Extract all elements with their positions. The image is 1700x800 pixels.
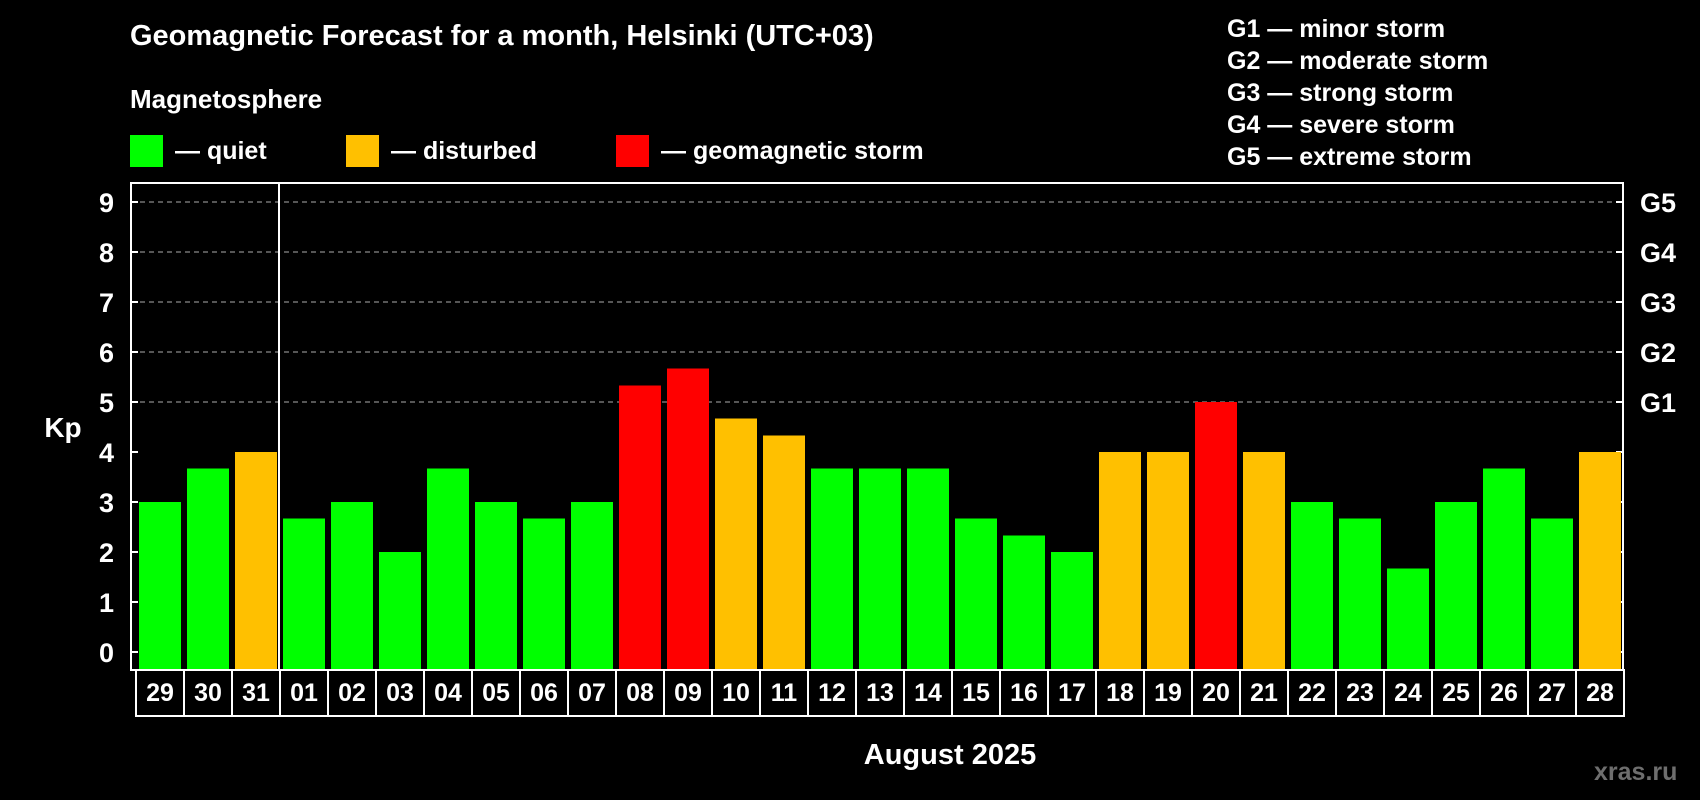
category-axis-box: [135, 669, 1625, 717]
bar-28: [1579, 452, 1621, 669]
x-tick-label: 02: [338, 679, 366, 707]
bar-08: [619, 385, 661, 669]
x-tick-label: 21: [1250, 679, 1278, 707]
x-tick-label: 01: [290, 679, 318, 707]
legend-swatch-quiet: [130, 135, 163, 167]
chart-subtitle: Magnetosphere: [130, 84, 323, 114]
x-tick-label: 29: [146, 679, 174, 707]
bar-16: [1003, 535, 1045, 669]
bar-06: [523, 518, 565, 669]
x-tick-label: 14: [914, 679, 942, 707]
x-tick-label: 04: [434, 679, 462, 707]
x-tick-label: 07: [578, 679, 606, 707]
y-tick-label: 4: [99, 438, 114, 468]
bar-22: [1291, 502, 1333, 669]
x-tick-label: 28: [1586, 679, 1614, 707]
x-tick-label: 08: [626, 679, 654, 707]
x-tick-label: 30: [194, 679, 222, 707]
y-axis-label: Kp: [44, 412, 81, 443]
y-tick-label: 7: [99, 288, 114, 318]
g-level-label: G3: [1640, 288, 1676, 318]
g-level-label: G2: [1640, 338, 1676, 368]
g-scale-item: G4 — severe storm: [1227, 111, 1455, 139]
bar-15: [955, 518, 997, 669]
x-tick-label: 09: [674, 679, 702, 707]
y-tick-label: 1: [99, 588, 114, 618]
x-tick-label: 17: [1058, 679, 1086, 707]
bar-10: [715, 418, 757, 669]
x-tick-label: 27: [1538, 679, 1566, 707]
chart-title: Geomagnetic Forecast for a month, Helsin…: [130, 20, 874, 52]
g-scale-list: G1 — minor storm G2 — moderate storm G3 …: [1227, 13, 1488, 173]
bar-13: [859, 468, 901, 669]
x-tick-label: 05: [482, 679, 510, 707]
watermark: xras.ru: [1594, 758, 1678, 786]
x-tick-label: 13: [866, 679, 894, 707]
bar-11: [763, 435, 805, 669]
bar-26: [1483, 468, 1525, 669]
bar-01: [283, 518, 325, 669]
g-level-label: G1: [1640, 388, 1676, 418]
bar-07: [571, 502, 613, 669]
x-tick-label: 18: [1106, 679, 1134, 707]
x-tick-label: 10: [722, 679, 750, 707]
g-scale-item: G1 — minor storm: [1227, 15, 1446, 43]
x-tick-label: 25: [1442, 679, 1470, 707]
x-tick-label: 23: [1346, 679, 1374, 707]
x-tick-label: 03: [386, 679, 414, 707]
x-tick-label: 26: [1490, 679, 1518, 707]
legend-item-quiet: — quiet: [130, 135, 267, 167]
g-level-label: G5: [1640, 188, 1676, 218]
bar-25: [1435, 502, 1477, 669]
bar-17: [1051, 552, 1093, 669]
x-tick-label: 11: [771, 679, 798, 707]
bar-14: [907, 468, 949, 669]
bar-18: [1099, 452, 1141, 669]
x-tick-label: 06: [530, 679, 558, 707]
x-tick-label: 16: [1010, 679, 1038, 707]
bar-21: [1243, 452, 1285, 669]
bar-24: [1387, 568, 1429, 669]
bar-30: [187, 468, 229, 669]
bar-02: [331, 502, 373, 669]
legend-label-quiet: — quiet: [175, 136, 267, 165]
legend-item-disturbed: — disturbed: [346, 135, 537, 167]
x-tick-label: 20: [1202, 679, 1230, 707]
y-tick-label: 9: [99, 188, 114, 218]
bar-20: [1195, 402, 1237, 669]
y-tick-label: 8: [99, 238, 114, 268]
g-scale-item: G2 — moderate storm: [1227, 47, 1489, 75]
legend-swatch-storm: [616, 135, 649, 167]
bar-03: [379, 552, 421, 669]
x-tick-label: 24: [1394, 679, 1422, 707]
bar-31: [235, 452, 277, 669]
y-tick-label: 6: [99, 338, 114, 368]
bar-05: [475, 502, 517, 669]
x-tick-label: 19: [1154, 679, 1182, 707]
bar-19: [1147, 452, 1189, 669]
y-tick-label: 0: [99, 638, 114, 668]
y-tick-label: 2: [99, 538, 114, 568]
bar-29: [139, 502, 181, 669]
y-tick-label: 3: [99, 488, 114, 518]
y-tick-label: 5: [99, 388, 114, 418]
legend-label-storm: — geomagnetic storm: [661, 136, 924, 165]
x-tick-label: 22: [1298, 679, 1326, 707]
bar-04: [427, 468, 469, 669]
x-axis-label: August 2025: [864, 739, 1036, 771]
g-scale-item: G3 — strong storm: [1227, 79, 1454, 107]
legend-item-storm: — geomagnetic storm: [616, 135, 924, 167]
g-level-label: G4: [1640, 238, 1676, 268]
bar-09: [667, 368, 709, 669]
legend-swatch-disturbed: [346, 135, 379, 167]
bar-12: [811, 468, 853, 669]
g-scale-item: G5 — extreme storm: [1227, 143, 1472, 171]
x-tick-label: 31: [242, 679, 270, 707]
x-tick-label: 12: [818, 679, 846, 707]
x-tick-label: 15: [962, 679, 990, 707]
bar-23: [1339, 518, 1381, 669]
legend-label-disturbed: — disturbed: [391, 136, 537, 165]
bar-27: [1531, 518, 1573, 669]
